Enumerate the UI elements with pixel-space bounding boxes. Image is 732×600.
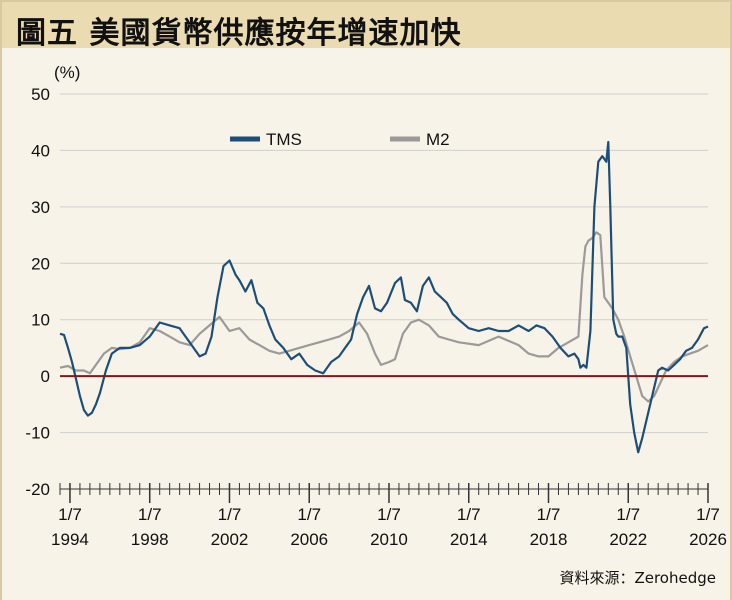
x-tick-label-top: 1/7: [696, 505, 720, 524]
legend-label-tms: TMS: [266, 130, 302, 149]
y-tick-label: 0: [41, 367, 50, 386]
y-tick-label: 50: [31, 85, 50, 104]
x-tick-label-bottom: 2006: [290, 530, 328, 549]
x-tick-label-top: 1/7: [138, 505, 162, 524]
x-tick-label-bottom: 2026: [689, 530, 727, 549]
x-tick-label-bottom: 2010: [370, 530, 408, 549]
y-tick-label: -20: [25, 480, 50, 499]
x-tick-label-bottom: 2014: [450, 530, 488, 549]
x-tick-label-top: 1/7: [218, 505, 242, 524]
y-tick-label: 30: [31, 198, 50, 217]
x-tick-label-top: 1/7: [377, 505, 401, 524]
chart-title: 圖五 美國貨幣供應按年增速加快: [16, 16, 462, 51]
series-line-m2: [59, 231, 709, 403]
source-note: 資料來源：Zerohedge: [559, 569, 716, 587]
plot-area: [2, 48, 730, 600]
y-tick-label: 20: [31, 254, 50, 273]
x-tick-label-bottom: 2002: [211, 530, 249, 549]
y-tick-label: -10: [25, 424, 50, 443]
x-tick-label-bottom: 1998: [131, 530, 169, 549]
x-tick-label-bottom: 1994: [51, 530, 89, 549]
legend-label-m2: M2: [426, 130, 450, 149]
x-tick-label-bottom: 2018: [530, 530, 568, 549]
title-bar: 圖五 美國貨幣供應按年增速加快: [2, 2, 730, 51]
x-tick-label-bottom: 2022: [609, 530, 647, 549]
x-tick-label-top: 1/7: [616, 505, 640, 524]
x-tick-label-top: 1/7: [457, 505, 481, 524]
y-tick-label: 40: [31, 141, 50, 160]
x-tick-label-top: 1/7: [58, 505, 82, 524]
x-tick-label-top: 1/7: [297, 505, 321, 524]
y-unit-label: (%): [54, 63, 80, 82]
x-tick-label-top: 1/7: [537, 505, 561, 524]
series-line-tms: [59, 140, 709, 454]
y-tick-label: 10: [31, 311, 50, 330]
